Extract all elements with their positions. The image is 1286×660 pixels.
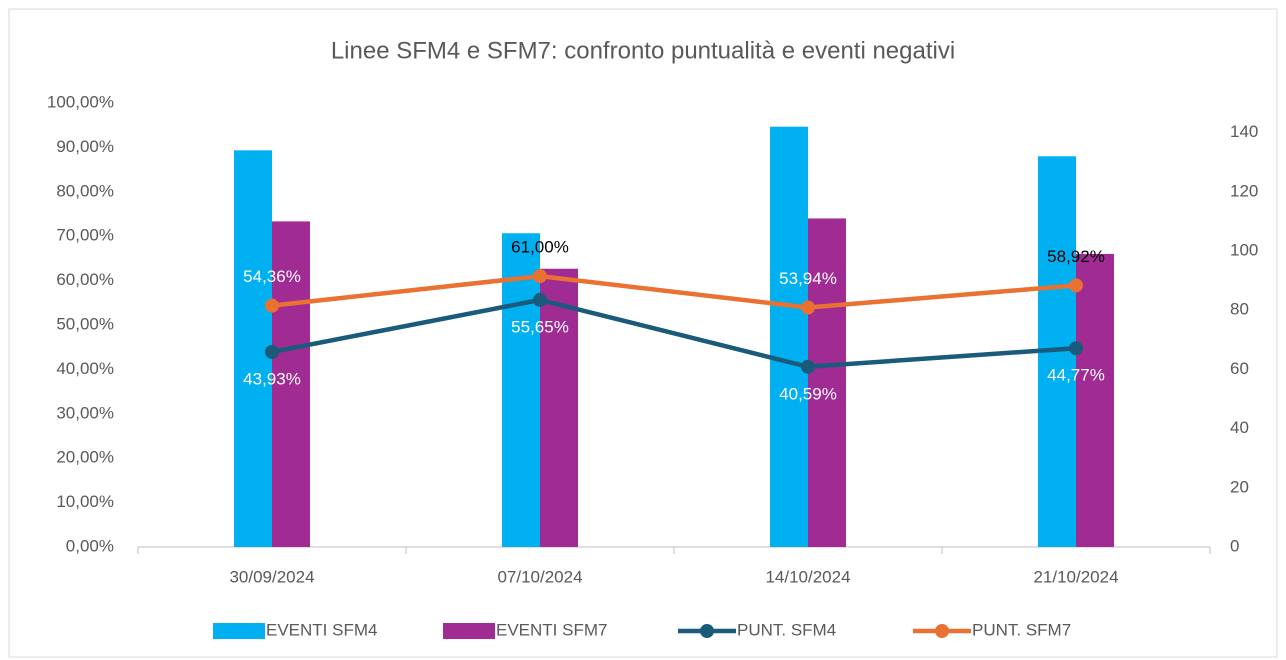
line-marker	[533, 292, 547, 307]
data-label: 58,92%	[1047, 247, 1105, 266]
y-tick-label: 50,00%	[56, 314, 114, 333]
line-marker	[533, 269, 547, 284]
y2-tick-label: 100	[1230, 240, 1258, 259]
chart-title: Linee SFM4 e SFM7: confronto puntualità …	[331, 37, 955, 64]
line-marker	[265, 298, 279, 313]
x-tick-label: 21/10/2024	[1033, 567, 1118, 586]
y2-tick-label: 120	[1230, 181, 1258, 200]
x-tick-label: 07/10/2024	[497, 567, 582, 586]
y2-tick-label: 80	[1230, 300, 1249, 319]
line-marker	[1069, 341, 1083, 356]
y2-tick-label: 40	[1230, 418, 1249, 437]
bar	[770, 126, 808, 548]
y-tick-label: 70,00%	[56, 226, 114, 245]
legend-swatch	[935, 624, 949, 638]
line-marker	[801, 359, 815, 374]
line-marker	[801, 300, 815, 315]
bar	[808, 218, 846, 547]
bar	[272, 221, 310, 547]
legend-label: PUNT. SFM4	[737, 620, 836, 639]
y-tick-label: 60,00%	[56, 270, 114, 289]
bar	[1076, 253, 1114, 547]
data-label: 43,93%	[243, 369, 301, 388]
y-tick-label: 20,00%	[56, 448, 114, 467]
data-label: 61,00%	[511, 238, 569, 257]
x-tick-label: 14/10/2024	[765, 567, 850, 586]
legend-swatch	[213, 623, 265, 639]
y-tick-label: 40,00%	[56, 359, 114, 378]
y-tick-label: 80,00%	[56, 181, 114, 200]
data-label: 55,65%	[511, 317, 569, 336]
line	[271, 297, 1077, 370]
legend-label: PUNT. SFM7	[972, 620, 1071, 639]
y-tick-label: 90,00%	[56, 137, 114, 156]
y2-tick-label: 140	[1230, 122, 1258, 141]
data-label: 44,77%	[1047, 366, 1105, 385]
data-label: 53,94%	[779, 269, 837, 288]
line	[271, 273, 1077, 310]
line-marker	[265, 344, 279, 359]
y2-tick-label: 0	[1230, 536, 1239, 555]
legend-swatch	[443, 623, 495, 639]
y-tick-label: 0,00%	[66, 536, 114, 555]
legend-swatch	[700, 624, 714, 638]
bar	[234, 150, 272, 548]
line-marker	[1069, 278, 1083, 293]
y2-tick-label: 60	[1230, 359, 1249, 378]
y-tick-label: 30,00%	[56, 403, 114, 422]
y-tick-label: 100,00%	[47, 92, 114, 111]
legend-label: EVENTI SFM4	[266, 620, 377, 639]
y-tick-label: 10,00%	[56, 492, 114, 511]
data-label: 40,59%	[779, 384, 837, 403]
x-tick-label: 30/09/2024	[229, 567, 314, 586]
legend-label: EVENTI SFM7	[496, 620, 607, 639]
y2-tick-label: 20	[1230, 477, 1249, 496]
data-label: 54,36%	[243, 267, 301, 286]
bar	[502, 233, 540, 548]
bar	[540, 268, 578, 547]
